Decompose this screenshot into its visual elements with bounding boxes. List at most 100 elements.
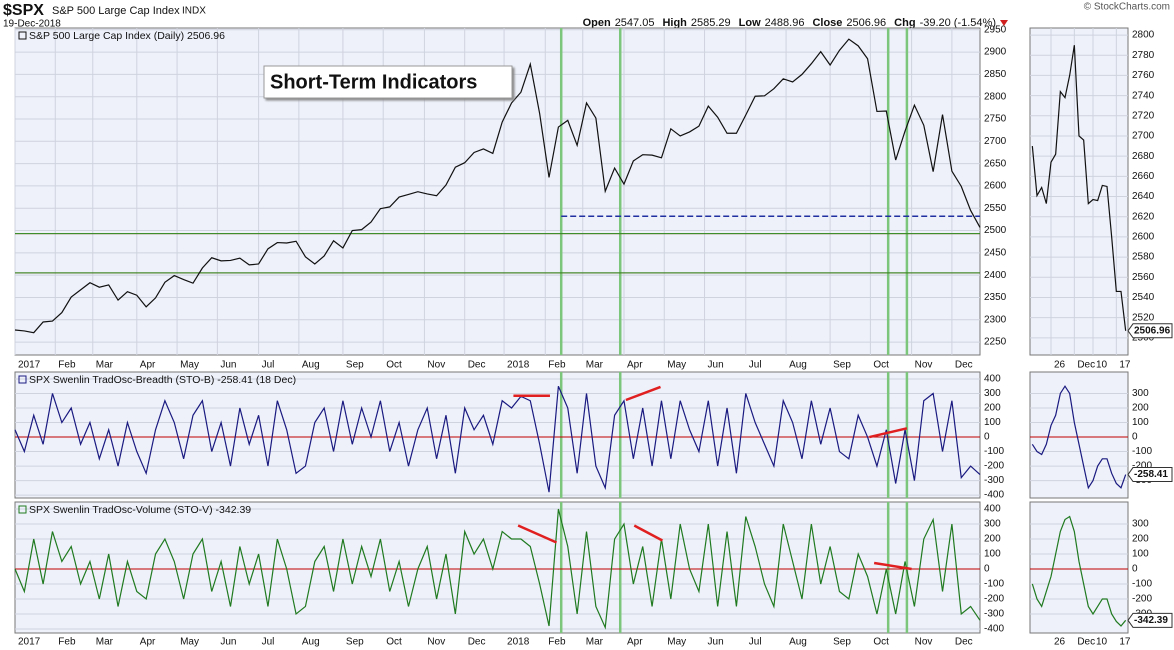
x-tick-label: Oct	[386, 637, 402, 648]
legend-swatch	[18, 375, 27, 384]
quote-value: 2547.05	[615, 17, 655, 29]
x-tick-label: Dec	[1077, 637, 1095, 648]
x-tick-label: Oct	[873, 637, 889, 648]
x-tick-label: 10	[1096, 360, 1108, 371]
x-tick-label: Dec	[955, 360, 973, 371]
panel-title: SPX Swenlin TradOsc-Volume (STO-V) -342.…	[29, 504, 251, 516]
quote-label: High	[662, 17, 687, 29]
y-tick-label: 2560	[1132, 272, 1155, 283]
x-tick-label: Jun	[220, 360, 236, 371]
x-tick-label: Jul	[749, 360, 762, 371]
quote-value: 2585.29	[691, 17, 731, 29]
last-value-label: -258.41	[1134, 469, 1168, 480]
x-tick-label: Jun	[708, 360, 724, 371]
last-value-label: -342.39	[1134, 615, 1168, 626]
y-tick-label: 2620	[1132, 211, 1155, 222]
series-line	[14, 385, 981, 493]
y-tick-label: 400	[984, 374, 1001, 385]
quote-value: -39.20 (-1.54%)	[920, 17, 996, 29]
x-tick-label: Mar	[586, 637, 604, 648]
x-tick-label: Apr	[140, 360, 156, 371]
y-tick-label: 2520	[1132, 312, 1155, 323]
y-tick-label: 2600	[1132, 232, 1155, 243]
y-tick-label: 300	[1132, 519, 1149, 530]
x-tick-label: 26	[1054, 360, 1066, 371]
x-tick-label: 10	[1096, 637, 1108, 648]
y-tick-label: -200	[1132, 594, 1152, 605]
x-tick-label: 2017	[18, 360, 41, 371]
y-tick-label: 2680	[1132, 151, 1155, 162]
y-tick-label: 2760	[1132, 70, 1155, 81]
y-tick-label: 2500	[984, 225, 1007, 236]
y-tick-label: 0	[984, 432, 990, 443]
series-line	[1031, 385, 1127, 490]
y-tick-label: 200	[984, 403, 1001, 414]
x-tick-label: Dec	[1077, 360, 1095, 371]
x-tick-label: 2017	[18, 637, 41, 648]
y-tick-label: -100	[1132, 579, 1152, 590]
x-tick-label: Feb	[548, 360, 566, 371]
x-tick-label: Aug	[302, 360, 320, 371]
x-tick-label: 17	[1119, 637, 1131, 648]
y-tick-label: 0	[1132, 432, 1138, 443]
y-tick-label: 2850	[984, 69, 1007, 80]
trend-line	[517, 524, 558, 544]
y-tick-label: 2800	[1132, 30, 1155, 41]
x-tick-label: Feb	[58, 637, 76, 648]
header: $SPX S&P 500 Large Cap Index INDX 19-Dec…	[3, 2, 1170, 30]
y-tick-label: 300	[1132, 388, 1149, 399]
y-tick-label: 100	[984, 417, 1001, 428]
panel	[14, 501, 981, 634]
y-tick-label: 2580	[1132, 252, 1155, 263]
x-tick-label: Oct	[873, 360, 889, 371]
y-tick-label: 400	[984, 504, 1001, 515]
y-tick-label: 2800	[984, 91, 1007, 102]
x-tick-label: Jul	[262, 360, 275, 371]
y-tick-label: -300	[984, 609, 1004, 620]
y-tick-label: -300	[984, 475, 1004, 486]
y-tick-label: -100	[1132, 446, 1152, 457]
y-tick-label: 2700	[984, 136, 1007, 147]
y-tick-label: 2660	[1132, 171, 1155, 182]
x-tick-label: Nov	[915, 637, 933, 648]
trend-line	[869, 427, 908, 439]
x-tick-label: Jun	[708, 637, 724, 648]
quote-label: Open	[583, 17, 611, 29]
panel-title: S&P 500 Large Cap Index (Daily) 2506.96	[29, 30, 225, 42]
y-tick-label: 2400	[984, 270, 1007, 281]
x-tick-label: Mar	[96, 360, 114, 371]
x-tick-label: Nov	[915, 360, 933, 371]
quote-label: Close	[812, 17, 842, 29]
panel	[14, 371, 981, 499]
x-tick-label: Jun	[220, 637, 236, 648]
y-tick-label: 100	[984, 549, 1001, 560]
x-tick-label: Jul	[262, 637, 275, 648]
last-tag	[1127, 323, 1173, 339]
y-tick-label: 0	[1132, 564, 1138, 575]
y-tick-label: 2300	[984, 314, 1007, 325]
x-tick-label: Dec	[468, 637, 486, 648]
x-tick-label: Apr	[140, 637, 156, 648]
series-line	[14, 508, 981, 630]
series-line	[1031, 515, 1127, 627]
symbol: $SPX	[3, 2, 44, 19]
trend-line	[873, 561, 912, 571]
x-tick-label: Oct	[386, 360, 402, 371]
annotation: Short-Term Indicators	[270, 71, 477, 93]
x-tick-label: Mar	[96, 637, 114, 648]
y-tick-label: 0	[984, 564, 990, 575]
x-tick-label: May	[180, 637, 199, 648]
legend-swatch	[18, 505, 27, 514]
y-tick-label: 200	[1132, 403, 1149, 414]
trend-line	[625, 385, 661, 402]
exchange: INDX	[182, 6, 206, 17]
x-tick-label: Nov	[427, 360, 445, 371]
y-tick-label: 2950	[984, 24, 1007, 35]
y-tick-label: 2720	[1132, 110, 1155, 121]
date: 19-Dec-2018	[3, 19, 61, 30]
x-tick-label: Apr	[627, 360, 643, 371]
y-tick-label: 200	[984, 534, 1001, 545]
y-tick-label: -400	[984, 624, 1004, 635]
